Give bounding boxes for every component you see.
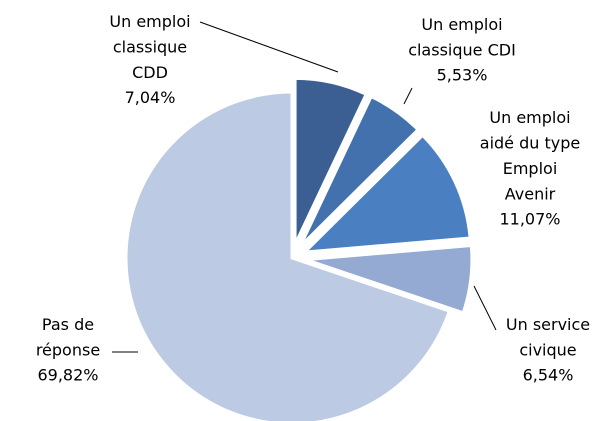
label-line: Pas de	[42, 315, 94, 334]
label-line: aidé du type	[480, 133, 580, 152]
pie-slice	[298, 94, 421, 248]
label-line: Un emploi	[109, 12, 190, 31]
label-line: Un emploi	[489, 108, 570, 127]
label-line: Avenir	[505, 184, 556, 203]
value-label: 5,53%	[437, 66, 488, 85]
category-label: Un emploi aidé du type Emploi Avenir	[480, 108, 580, 204]
pie-slice	[305, 243, 474, 315]
value-label: 11,07%	[499, 210, 560, 229]
leader-line	[403, 87, 413, 105]
label-line: Un emploi	[421, 15, 502, 34]
category-label: Un emploi classique CDD	[109, 12, 190, 82]
label-line: civique	[519, 340, 576, 359]
label-line: Emploi	[503, 159, 558, 178]
value-label: 69,82%	[37, 366, 98, 385]
leader-line	[199, 21, 339, 73]
pie-slice	[300, 133, 472, 254]
value-label: 7,04%	[125, 88, 176, 107]
value-label: 6,54%	[523, 366, 574, 385]
pie-slice	[293, 76, 369, 245]
category-label: Pas de réponse	[36, 315, 100, 360]
category-label: Un service civique	[506, 315, 590, 360]
label-line: classique CDI	[408, 40, 516, 59]
pie-slice	[124, 90, 452, 421]
category-label: Un emploi classique CDI	[408, 15, 516, 60]
leader-line	[473, 285, 497, 331]
label-line: réponse	[36, 340, 100, 359]
label-line: CDD	[132, 63, 168, 82]
label-line: Un service	[506, 315, 590, 334]
label-line: classique	[113, 37, 187, 56]
